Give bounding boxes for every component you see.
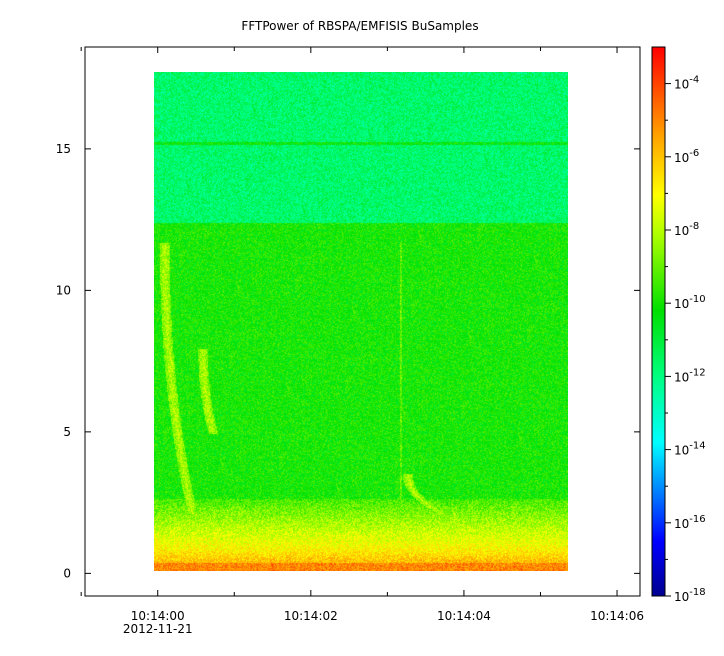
- colorbar-tick-label: 10-8: [674, 221, 699, 238]
- colorbar-tick-label: 10-6: [674, 148, 699, 165]
- y-tick-label: 10: [56, 283, 71, 297]
- y-tick-label: 0: [63, 566, 71, 580]
- y-tick-label: 15: [56, 142, 71, 156]
- spectrogram-image: [154, 72, 568, 571]
- colorbar-axis: 10-4 10-6 10-8 10-10 10-12 10-14 10-16 10-18: [665, 75, 706, 604]
- colorbar-tick-label: 10-18: [674, 587, 706, 604]
- x-tick-sublabel: 2012-11-21: [123, 622, 193, 636]
- chart-title: FFTPower of RBSPA/EMFISIS BuSamples: [241, 19, 478, 33]
- x-tick-label: 10:14:02: [284, 609, 338, 623]
- y-tick-label: 5: [63, 425, 71, 439]
- colorbar-tick-label: 10-14: [674, 441, 706, 458]
- x-tick-label: 10:14:06: [590, 609, 644, 623]
- colorbar: [651, 46, 666, 597]
- x-tick-label: 10:14:00: [131, 609, 185, 623]
- colorbar-tick-label: 10-16: [674, 514, 706, 531]
- spectrogram-image-wrapper: [154, 72, 568, 571]
- x-tick-label: 10:14:04: [437, 609, 491, 623]
- y-axis: 0 5 10 15: [56, 142, 640, 580]
- colorbar-tick-label: 10-4: [674, 75, 699, 92]
- colorbar-tick-label: 10-12: [674, 367, 706, 384]
- colorbar-tick-label: 10-10: [674, 294, 706, 311]
